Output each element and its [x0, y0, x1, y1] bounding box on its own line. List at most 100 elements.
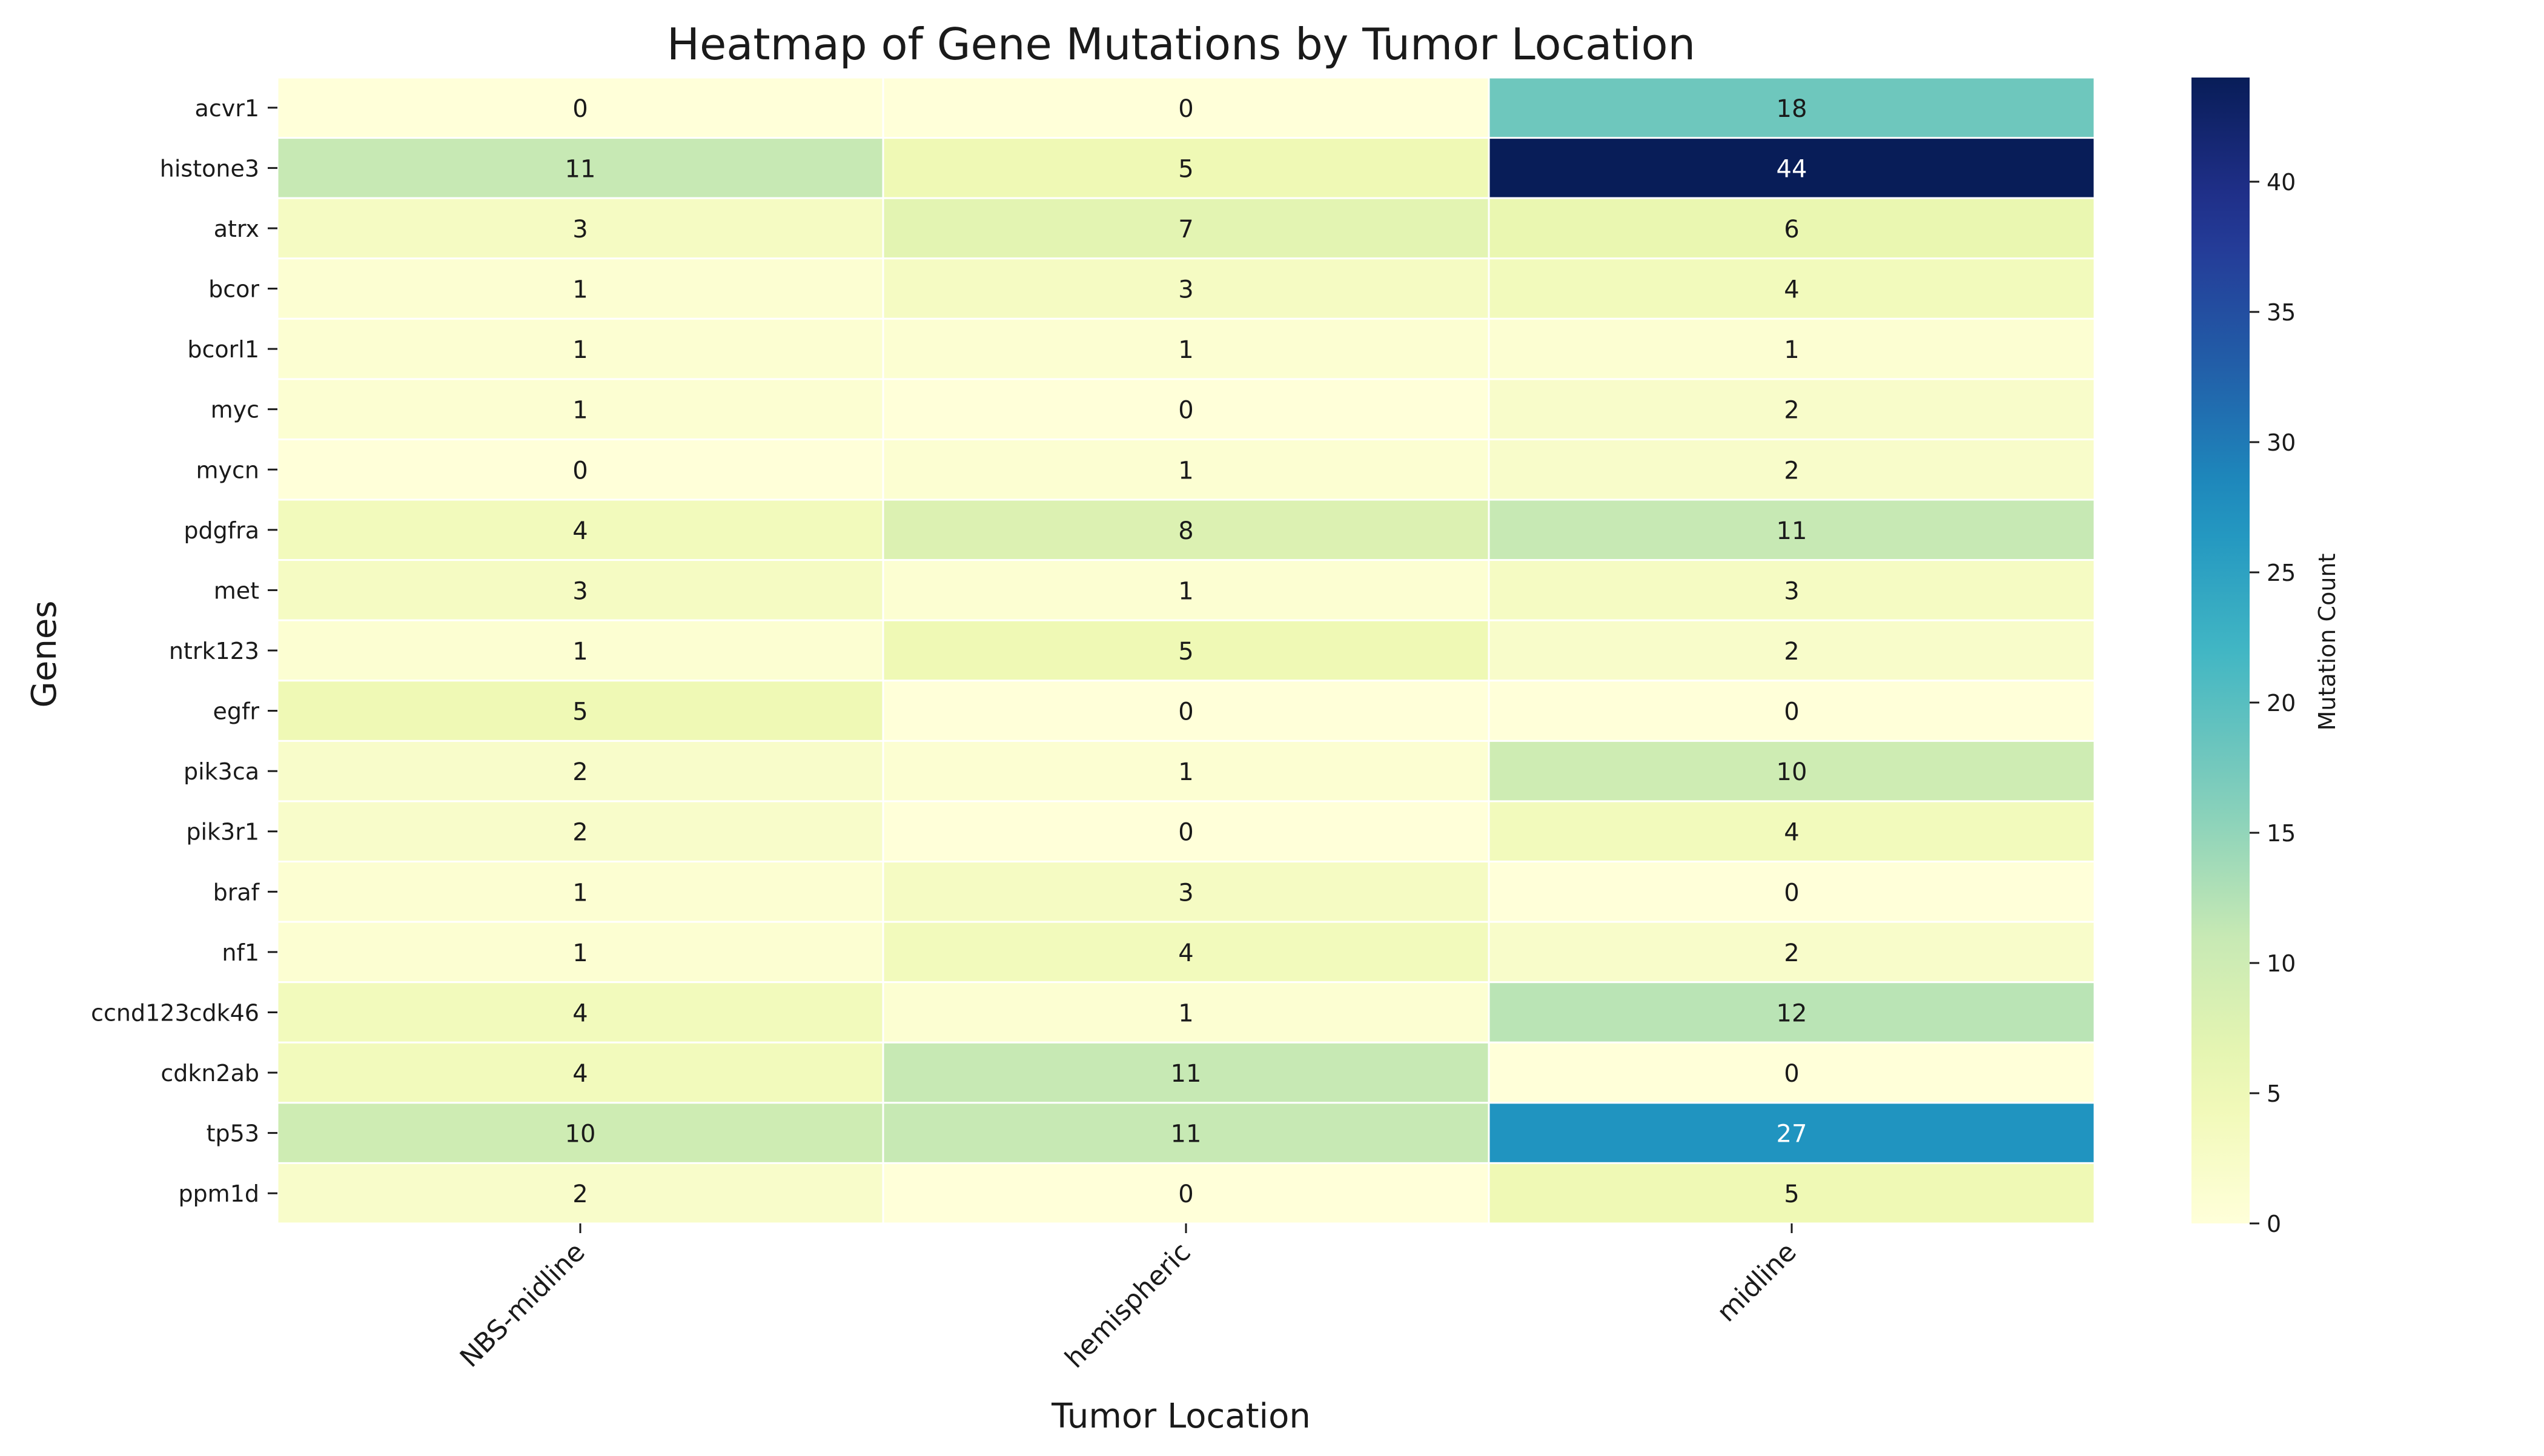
row-label: tp53: [207, 1120, 259, 1147]
cell-value-label: 0: [572, 95, 588, 123]
cell-value-label: 6: [1784, 216, 1799, 243]
heatmap-cell: [882, 378, 1490, 440]
row-label: pdgfra: [184, 517, 259, 544]
heatmap-cell: [882, 619, 1490, 682]
row-label: myc: [211, 397, 259, 423]
cell-value-label: 1: [572, 397, 588, 425]
colorbar-tick-label: 35: [2267, 299, 2296, 326]
cell-value-label: 7: [1178, 216, 1193, 243]
column-label: hemispheric: [1059, 1237, 1197, 1374]
colorbar-tick-label: 30: [2267, 429, 2296, 456]
heatmap-cell: [882, 498, 1490, 561]
cell-value-label: 11: [1777, 517, 1807, 545]
cell-value-label: 27: [1777, 1120, 1807, 1148]
colorbar-tick-label: 20: [2267, 690, 2296, 716]
row-label: egfr: [213, 698, 259, 725]
cell-value-label: 11: [1171, 1120, 1202, 1148]
heatmap-cell: [1488, 559, 2096, 621]
cell-value-label: 1: [1784, 336, 1799, 364]
row-label: ppm1d: [178, 1180, 259, 1207]
heatmap-cell: [1488, 257, 2096, 320]
heatmap-cell: [1488, 76, 2096, 139]
heatmap-cell: [882, 197, 1490, 260]
heatmap-cell: [1488, 619, 2096, 682]
cell-value-label: 12: [1777, 999, 1807, 1027]
heatmap-cell: [1488, 800, 2096, 863]
column-label: midline: [1711, 1237, 1803, 1328]
cell-value-label: 1: [1178, 457, 1193, 485]
row-label: histone3: [160, 155, 259, 182]
heatmap-cell: [276, 438, 884, 501]
cell-value-label: 5: [572, 698, 588, 726]
y-axis-label: Genes: [25, 601, 64, 708]
cell-value-label: 10: [1777, 758, 1807, 786]
cell-value-label: 2: [572, 1180, 588, 1208]
cell-value-label: 3: [1178, 879, 1193, 907]
cell-value-label: 4: [572, 1060, 588, 1088]
colorbar-gradient: [2191, 78, 2250, 1223]
row-label: ccnd123cdk46: [91, 999, 259, 1026]
heatmap-cell: [1488, 861, 2096, 923]
cell-value-label: 1: [572, 879, 588, 907]
row-labels: acvr1 histone3 atrx bcor bcorl1 myc mycn pdgfra…: [91, 95, 277, 1207]
colorbar-tick-label: 10: [2267, 950, 2296, 977]
heatmap-cell: [1488, 1041, 2096, 1104]
cell-value-label: 1: [1178, 577, 1193, 605]
cell-value-label: 0: [1178, 819, 1193, 847]
heatmap-cell: [276, 1041, 884, 1104]
cell-value-label: 1: [572, 638, 588, 666]
row-label: braf: [213, 879, 260, 905]
heatmap-cell: [276, 921, 884, 984]
colorbar-label: Mutation Count: [2314, 554, 2340, 731]
heatmap-cell: [882, 1162, 1490, 1225]
row-label: acvr1: [195, 95, 259, 122]
cell-value-label: 2: [1784, 397, 1799, 425]
heatmap-cell: [276, 76, 884, 139]
heatmap-cell: [882, 1041, 1490, 1104]
row-label: bcorl1: [187, 336, 259, 363]
column-label: NBS-midline: [454, 1237, 591, 1374]
cell-value-label: 2: [1784, 939, 1799, 967]
cell-value-label: 3: [1178, 276, 1193, 304]
cell-value-label: 2: [572, 819, 588, 847]
cell-value-label: 11: [565, 155, 596, 183]
row-label: met: [214, 577, 259, 604]
cell-value-label: 44: [1777, 155, 1807, 183]
heatmap-cell: [276, 861, 884, 923]
cell-value-label: 0: [572, 457, 588, 485]
cell-value-label: 0: [1178, 397, 1193, 425]
row-label: pik3r1: [186, 819, 259, 845]
cell-value-label: 2: [1784, 457, 1799, 485]
cell-value-label: 1: [1178, 758, 1193, 786]
heatmap-cell: [276, 559, 884, 621]
row-label: mycn: [196, 457, 259, 483]
cell-value-label: 5: [1784, 1180, 1799, 1208]
heatmap-cell: [276, 619, 884, 682]
colorbar-tick-label: 40: [2267, 169, 2296, 196]
row-label: atrx: [214, 216, 259, 242]
cell-value-label: 1: [572, 939, 588, 967]
heatmap-cell: [882, 981, 1490, 1044]
heatmap-cell: [276, 981, 884, 1044]
cell-value-label: 3: [572, 216, 588, 243]
colorbar-tick-label: 15: [2267, 820, 2296, 847]
cell-value-label: 0: [1784, 698, 1799, 726]
x-axis-label: Tumor Location: [1051, 1397, 1311, 1436]
cell-value-label: 0: [1784, 1060, 1799, 1088]
heatmap-cell: [1488, 740, 2096, 802]
row-label: nf1: [222, 939, 259, 966]
heatmap-cell: [276, 800, 884, 863]
heatmap-cell: [1488, 680, 2096, 742]
heatmap-cell: [276, 498, 884, 561]
cell-value-label: 5: [1178, 638, 1193, 666]
cell-value-label: 0: [1178, 1180, 1193, 1208]
cell-value-label: 11: [1171, 1060, 1202, 1088]
heatmap-cell: [882, 1102, 1490, 1164]
colorbar: 0 5 10 15 20 25 30 35 40: [2191, 78, 2296, 1237]
colorbar-tick-label: 25: [2267, 560, 2296, 586]
cell-value-label: 10: [565, 1120, 596, 1148]
cell-value-label: 3: [1784, 577, 1799, 605]
heatmap-cell: [276, 1162, 884, 1225]
heatmap-cell: [1488, 498, 2096, 561]
